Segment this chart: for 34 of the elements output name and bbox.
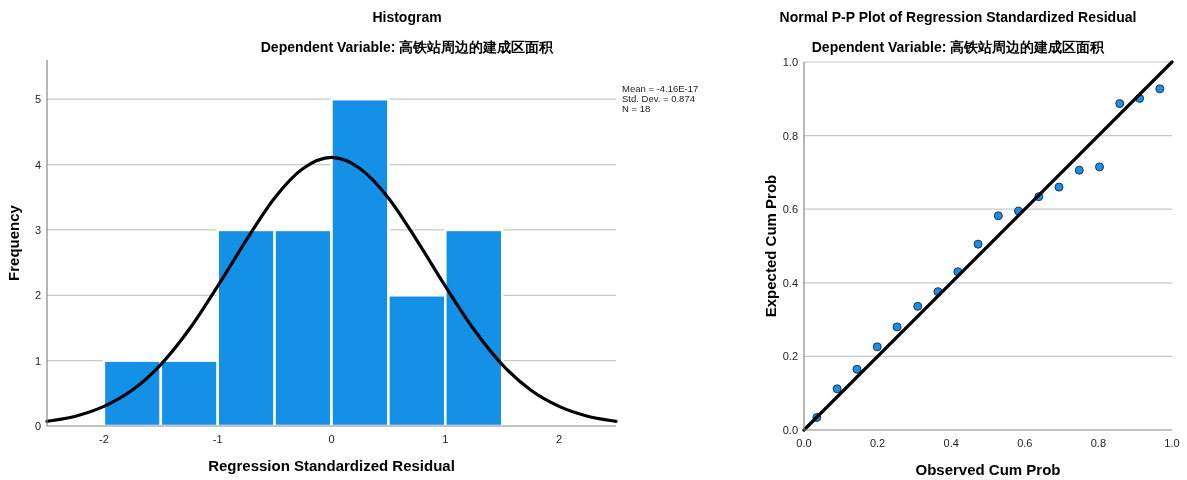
x-tick-label: 0.0: [796, 437, 812, 449]
x-tick-label: 0: [328, 433, 335, 445]
y-tick-label: 3: [34, 223, 41, 236]
y-tick-label: 1.0: [782, 56, 798, 68]
x-tick-label: 0.6: [1017, 437, 1033, 449]
x-tick-label: 0.8: [1090, 437, 1107, 449]
text: Std. Dev. = 0.874: [622, 93, 695, 104]
x-tick-label: 1: [442, 433, 449, 445]
x-tick-label: 2: [556, 433, 563, 445]
x-axis-title: Observed Cum Prob: [915, 461, 1061, 478]
text: Mean = -4.16E-17: [622, 83, 699, 94]
x-tick-label: 1.0: [1164, 437, 1180, 449]
x-axis-title: Regression Standardized Residual: [208, 457, 455, 474]
y-tick-label: 4: [34, 158, 41, 171]
y-axis-title: Expected Cum Prob: [762, 174, 779, 318]
y-tick-label: 2: [34, 289, 41, 302]
y-tick-label: 0.4: [782, 276, 798, 289]
y-tick-label: 1: [34, 354, 41, 367]
text: N = 18: [622, 103, 651, 114]
x-tick-label: 0.2: [869, 437, 886, 449]
chart-title: Normal P-P Plot of Regression Standardized Residual: [779, 9, 1137, 25]
chart-subtitle: Dependent Variable: 高铁站周边的建成区面积: [811, 39, 1106, 55]
y-tick-label: 0.0: [782, 424, 798, 436]
y-tick-label: 0.6: [782, 203, 798, 216]
y-tick-label: 0: [34, 420, 41, 432]
y-tick-label: 0.8: [782, 129, 798, 142]
chart-title: Histogram: [372, 9, 442, 25]
x-tick-label: -1: [212, 433, 223, 445]
y-tick-label: 0.2: [782, 350, 798, 363]
y-tick-label: 5: [34, 93, 41, 106]
x-tick-label: -2: [99, 433, 109, 445]
y-axis-title: Frequency: [5, 204, 22, 281]
x-tick-label: 0.4: [943, 437, 959, 449]
chart-subtitle: Dependent Variable: 高铁站周边的建成区面积: [260, 39, 555, 55]
